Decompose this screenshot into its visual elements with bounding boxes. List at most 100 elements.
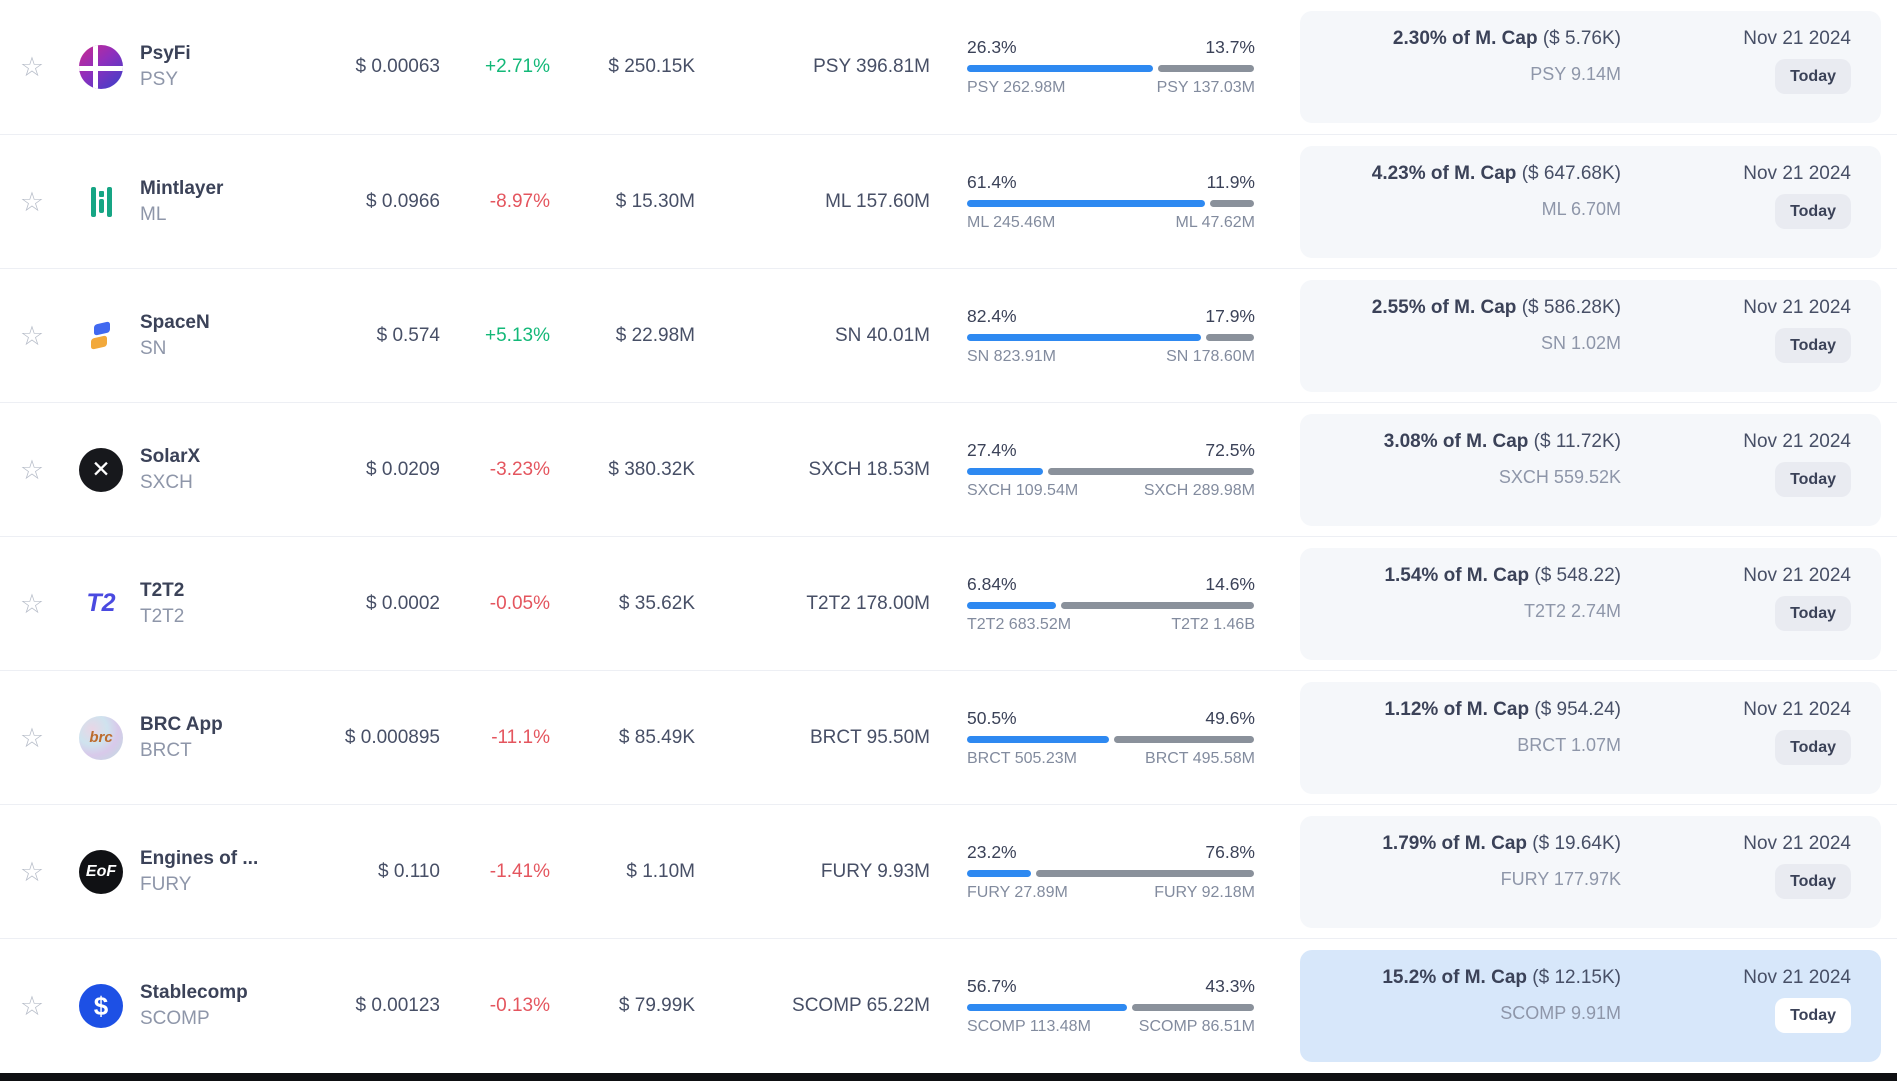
- locked-percent: 43.3%: [1205, 975, 1255, 996]
- mcap-line: 4.23% of M. Cap ($ 647.68K): [1336, 163, 1621, 185]
- locked-percent: 49.6%: [1205, 707, 1255, 728]
- unlock-value-cell: $ 85.49K: [550, 727, 695, 749]
- today-badge: Today: [1775, 729, 1851, 765]
- coin-name-block: Mintlayer ML: [140, 176, 223, 227]
- coin-logo: [78, 313, 124, 359]
- coin-name: SolarX: [140, 445, 201, 467]
- mcap-usd: ($ 11.72K): [1528, 430, 1621, 452]
- mcap-usd: ($ 647.68K): [1516, 162, 1621, 184]
- mcap-panel: 2.30% of M. Cap ($ 5.76K) PSY 9.14M Nov …: [1300, 11, 1881, 123]
- progress-bar: [967, 333, 1255, 341]
- coin-cell[interactable]: brc BRC App BRCT: [64, 712, 302, 763]
- table-row[interactable]: ☆ SpaceN SN $ 0.574 +5.13% $ 22.98M SN 4…: [0, 268, 1897, 402]
- mcap-line: 3.08% of M. Cap ($ 11.72K): [1336, 431, 1621, 453]
- coin-cell[interactable]: PsyFi PSY: [64, 41, 302, 92]
- bar-unlocked-segment: [967, 869, 1031, 877]
- unlock-value-cell: $ 35.62K: [550, 593, 695, 615]
- favorite-star-icon[interactable]: ☆: [17, 723, 47, 753]
- progress-amounts: T2T2 683.52M T2T2 1.46B: [967, 616, 1255, 634]
- progress-labels: 6.84% 14.6%: [967, 574, 1255, 595]
- progress-labels: 26.3% 13.7%: [967, 37, 1255, 58]
- progress-bar: [967, 869, 1255, 877]
- price-value: $ 0.110: [378, 860, 440, 882]
- table-row[interactable]: ☆ PsyFi PSY $ 0.00063 +2.71% $ 250.15K P…: [0, 0, 1897, 134]
- progress-amounts: FURY 27.89M FURY 92.18M: [967, 884, 1255, 902]
- coin-cell[interactable]: $ Stablecomp SCOMP: [64, 980, 302, 1031]
- table-row[interactable]: ☆ Mintlayer ML $ 0.0966 -8.97% $ 15.30M …: [0, 134, 1897, 268]
- favorite-cell: ☆: [0, 321, 64, 351]
- coin-cell[interactable]: SpaceN SN: [64, 310, 302, 361]
- coin-cell[interactable]: T2 T2T2 T2T2: [64, 578, 302, 629]
- table-row[interactable]: ☆ T2 T2T2 T2T2 $ 0.0002 -0.05% $ 35.62K …: [0, 536, 1897, 670]
- progress-bar: [967, 199, 1255, 207]
- unlock-value-cell: $ 380.32K: [550, 459, 695, 481]
- price-change: -3.23%: [489, 458, 550, 480]
- favorite-star-icon[interactable]: ☆: [17, 589, 47, 619]
- coin-name: SpaceN: [140, 311, 210, 333]
- price-cell: $ 0.0966: [302, 191, 440, 213]
- table-row[interactable]: ☆ ✕ SolarX SXCH $ 0.0209 -3.23% $ 380.32…: [0, 402, 1897, 536]
- unlocked-percent: 23.2%: [967, 841, 1017, 862]
- unlock-date: Nov 21 2024: [1743, 832, 1851, 854]
- favorite-star-icon[interactable]: ☆: [17, 455, 47, 485]
- coin-cell[interactable]: EoF Engines of ... FURY: [64, 846, 302, 897]
- favorite-star-icon[interactable]: ☆: [17, 52, 47, 82]
- bar-unlocked-segment: [967, 735, 1110, 743]
- unlock-amount-cell: ML 157.60M: [695, 191, 930, 213]
- unlock-amount-cell: SN 40.01M: [695, 325, 930, 347]
- progress-labels: 27.4% 72.5%: [967, 440, 1255, 461]
- mcap-line: 2.30% of M. Cap ($ 5.76K): [1336, 28, 1621, 50]
- bar-unlocked-segment: [967, 65, 1154, 72]
- favorite-star-icon[interactable]: ☆: [17, 991, 47, 1021]
- mcap-token-amount: SCOMP 9.91M: [1500, 1002, 1621, 1023]
- unlock-progress-block: 50.5% 49.6% BRCT 505.23M BRCT 495.58M: [967, 708, 1255, 768]
- next-unlock-cell: 2.55% of M. Cap ($ 586.28K) SN 1.02M Nov…: [1300, 269, 1897, 402]
- mcap-percent: 1.12% of M. Cap: [1384, 698, 1530, 720]
- price-value: $ 0.0209: [366, 458, 440, 480]
- bar-locked-segment: [1210, 199, 1254, 207]
- coin-name-block: SpaceN SN: [140, 310, 210, 361]
- table-row[interactable]: ☆ brc BRC App BRCT $ 0.000895 -11.1% $ 8…: [0, 670, 1897, 804]
- unlock-amount-cell: SCOMP 65.22M: [695, 995, 930, 1017]
- unlock-date: Nov 21 2024: [1743, 162, 1851, 184]
- mcap-token-amount: SN 1.02M: [1540, 332, 1621, 353]
- bar-unlocked-segment: [967, 333, 1201, 341]
- unlock-value-usd: $ 85.49K: [618, 726, 695, 748]
- table-row[interactable]: ☆ $ Stablecomp SCOMP $ 0.00123 -0.13% $ …: [0, 938, 1897, 1072]
- coin-logo: [78, 44, 124, 90]
- unlock-date: Nov 21 2024: [1743, 296, 1851, 318]
- locked-percent: 17.9%: [1205, 305, 1255, 326]
- mcap-block: 2.55% of M. Cap ($ 586.28K) SN 1.02M: [1336, 297, 1621, 378]
- locked-amount: T2T2 1.46B: [1171, 615, 1255, 633]
- mcap-percent: 3.08% of M. Cap: [1383, 430, 1529, 452]
- date-block: Nov 21 2024 Today: [1621, 967, 1851, 1048]
- table-row[interactable]: ☆ EoF Engines of ... FURY $ 0.110 -1.41%…: [0, 804, 1897, 938]
- bar-locked-segment: [1035, 869, 1254, 877]
- price-change: -0.05%: [489, 592, 550, 614]
- next-unlock-cell: 1.12% of M. Cap ($ 954.24) BRCT 1.07M No…: [1300, 671, 1897, 804]
- unlock-amount-tokens: ML 157.60M: [825, 190, 930, 212]
- unlock-value-cell: $ 1.10M: [550, 861, 695, 883]
- date-block: Nov 21 2024 Today: [1621, 28, 1851, 109]
- unlock-amount-cell: FURY 9.93M: [695, 861, 930, 883]
- locked-amount: SN 178.60M: [1166, 347, 1255, 365]
- mcap-panel: 3.08% of M. Cap ($ 11.72K) SXCH 559.52K …: [1300, 413, 1881, 526]
- unlock-amount-cell: BRCT 95.50M: [695, 727, 930, 749]
- mcap-line: 1.54% of M. Cap ($ 548.22): [1336, 565, 1621, 587]
- today-badge: Today: [1775, 997, 1851, 1033]
- coin-name: PsyFi: [140, 43, 191, 65]
- coin-symbol: SCOMP: [140, 1007, 210, 1029]
- coin-cell[interactable]: ✕ SolarX SXCH: [64, 444, 302, 495]
- coin-cell[interactable]: Mintlayer ML: [64, 176, 302, 227]
- unlock-progress-cell: 56.7% 43.3% SCOMP 113.48M SCOMP 86.51M: [930, 976, 1300, 1036]
- favorite-star-icon[interactable]: ☆: [17, 187, 47, 217]
- price-value: $ 0.00123: [355, 994, 440, 1016]
- favorite-star-icon[interactable]: ☆: [17, 857, 47, 887]
- mcap-block: 3.08% of M. Cap ($ 11.72K) SXCH 559.52K: [1336, 431, 1621, 512]
- favorite-star-icon[interactable]: ☆: [17, 321, 47, 351]
- unlocked-amount: ML 245.46M: [967, 213, 1056, 231]
- mcap-block: 1.54% of M. Cap ($ 548.22) T2T2 2.74M: [1336, 565, 1621, 646]
- progress-labels: 56.7% 43.3%: [967, 976, 1255, 997]
- unlock-date: Nov 21 2024: [1743, 966, 1851, 988]
- unlock-progress-block: 23.2% 76.8% FURY 27.89M FURY 92.18M: [967, 842, 1255, 902]
